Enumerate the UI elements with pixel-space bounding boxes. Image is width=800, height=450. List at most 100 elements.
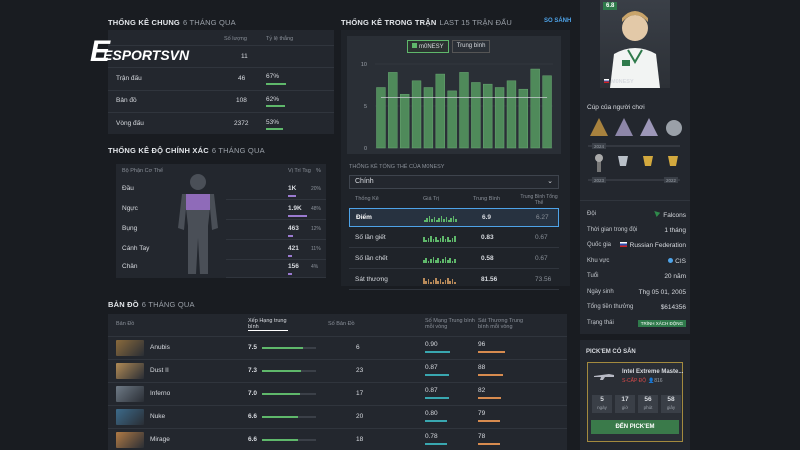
info-value: $614356 (660, 304, 686, 311)
map-name: Dust II (150, 367, 169, 374)
sparkline-bar (427, 238, 430, 242)
hit-bar (288, 235, 293, 237)
map-rank: 6.6 (248, 436, 258, 443)
sparkline-bar (423, 260, 425, 263)
map-row[interactable]: Nuke 6.6 20 0.80 79 (108, 405, 567, 427)
maps-title: BẢN ĐỒ 6 THÁNG QUA (108, 300, 195, 309)
rating-badge: 6.8 (603, 2, 618, 10)
info-value: Thg 05 01, 2005 (638, 288, 686, 296)
rank-bar (262, 370, 302, 372)
map-thumbnail (116, 386, 144, 402)
hit-bar (288, 273, 292, 275)
winrate-bar (266, 83, 286, 85)
countdown-unit: giây (666, 405, 676, 410)
accuracy-row: Đầu 1K 20% (116, 184, 326, 200)
logo-e-mark: E (90, 35, 110, 68)
hit-bar (288, 195, 296, 197)
stat-label: Số lần giết (355, 234, 386, 241)
sparkline-bar (442, 282, 444, 284)
sparkline-bar (452, 216, 455, 222)
sparkline-bar (444, 239, 447, 242)
sparkline-bar (430, 236, 432, 242)
accuracy-title: THỐNG KÊ ĐỘ CHÍNH XÁC 6 THÁNG QUA (108, 146, 265, 155)
body-part-label: Chân (122, 263, 138, 270)
maps-panel: Bản Đồ Xếp Hạng trung bình Số Bản Đồ Số … (108, 314, 567, 450)
sparkline-bar (443, 219, 445, 222)
rank-bar (262, 416, 298, 418)
map-row[interactable]: Inferno 7.0 17 0.87 82 (108, 382, 567, 404)
chart-bar (423, 87, 434, 149)
map-damage: 88 (478, 364, 486, 371)
site-logo[interactable]: E ESPORTSVN (90, 36, 189, 68)
info-value: Falcons (654, 211, 686, 219)
body-silhouette-icon (178, 174, 218, 274)
sparkline-bar (432, 257, 435, 263)
hit-pct: 4% (311, 264, 319, 270)
map-damage: 79 (478, 410, 486, 417)
countdown-box: 5 ngày (592, 395, 612, 413)
cup-year: 2024 (594, 144, 605, 149)
info-key: Trạng thái (587, 319, 614, 326)
col-head-count: Số lượng (224, 36, 247, 42)
stat-select[interactable]: Chính ⌄ (349, 175, 559, 189)
match-stat-row[interactable]: Sát thương 81.56 73.56 (349, 271, 559, 290)
pickem-card[interactable]: Intel Extreme Maste... S-CẤP ĐỘ 👤816 5 ng… (587, 362, 683, 442)
chart-bar (483, 83, 493, 149)
sparkline-bar (447, 278, 449, 284)
chart-bar (435, 73, 445, 149)
map-row[interactable]: Anubis 7.5 6 0.90 96 (108, 336, 567, 358)
chart-bar (388, 72, 398, 149)
info-key: Quốc gia (587, 242, 612, 248)
y-tick-label: 10 (361, 62, 367, 68)
countdown-unit: giờ (621, 405, 629, 410)
chart-bar (494, 87, 505, 149)
map-count: 20 (356, 413, 364, 420)
body-part-label: Cánh Tay (122, 245, 150, 252)
summary-title: THỐNG KÊ TỔNG THỂ CỦA M0NESY (349, 164, 445, 170)
pickem-button[interactable]: ĐẾN PICK'EM (591, 420, 679, 434)
info-key: Tổng tiền thưởng (587, 304, 634, 310)
info-key: Tuổi (587, 273, 599, 279)
sparkline-bar (438, 218, 440, 222)
sparkline-bar (424, 220, 426, 222)
legend-player[interactable]: m0NESY (407, 40, 449, 53)
sparkline-bar (448, 220, 450, 222)
sparkline-bar (455, 219, 457, 222)
legend-average[interactable]: Trung bình (451, 40, 491, 53)
player-info-row: Thời gian trong đội 1 tháng (580, 224, 690, 238)
winrate-bar (266, 128, 283, 130)
player-name: M0NESY (604, 79, 634, 85)
sparkline-bar (451, 238, 454, 242)
col-head-rate: Tỷ lệ thắng (266, 36, 294, 42)
y-tick-label: 5 (364, 104, 367, 110)
sort-rank-header[interactable]: Xếp Hạng trung bình (248, 318, 288, 331)
kills-bar (425, 420, 448, 422)
sparkline-bar (449, 281, 451, 284)
compare-link[interactable]: SO SÁNH (544, 18, 572, 24)
match-stat-row[interactable]: Số lần giết 0.83 0.67 (349, 229, 559, 248)
map-count: 23 (356, 367, 364, 374)
hit-value: 421 (288, 245, 299, 252)
countdown-unit: ngày (597, 405, 607, 410)
stat-total: 0.67 (535, 255, 548, 262)
sparkline-bar (439, 261, 442, 263)
info-value: 1 tháng (664, 226, 686, 234)
trophy-icon (668, 156, 678, 166)
sparkline-bar (440, 216, 443, 222)
rank-bar (262, 347, 303, 349)
map-row[interactable]: Mirage 6.6 18 0.78 78 (108, 428, 567, 450)
countdown-number: 56 (644, 396, 652, 403)
trophy-icon (643, 156, 653, 166)
match-stat-row[interactable]: Số lần chết 0.58 0.67 (349, 250, 559, 269)
sparkline-bar (439, 279, 442, 284)
info-value: Russian Federation (619, 242, 686, 249)
kills-bar (425, 397, 450, 399)
countdown-box: 56 phút (638, 395, 658, 413)
damage-bar (478, 443, 500, 445)
map-row[interactable]: Dust II 7.3 23 0.87 88 (108, 359, 567, 381)
match-stat-row[interactable]: Điểm 6.9 6.27 (349, 208, 559, 227)
body-part-label: Đầu (122, 185, 134, 192)
sparkline-bar (433, 217, 436, 222)
rank-bar (262, 393, 300, 395)
stat-total: 0.67 (535, 234, 548, 241)
